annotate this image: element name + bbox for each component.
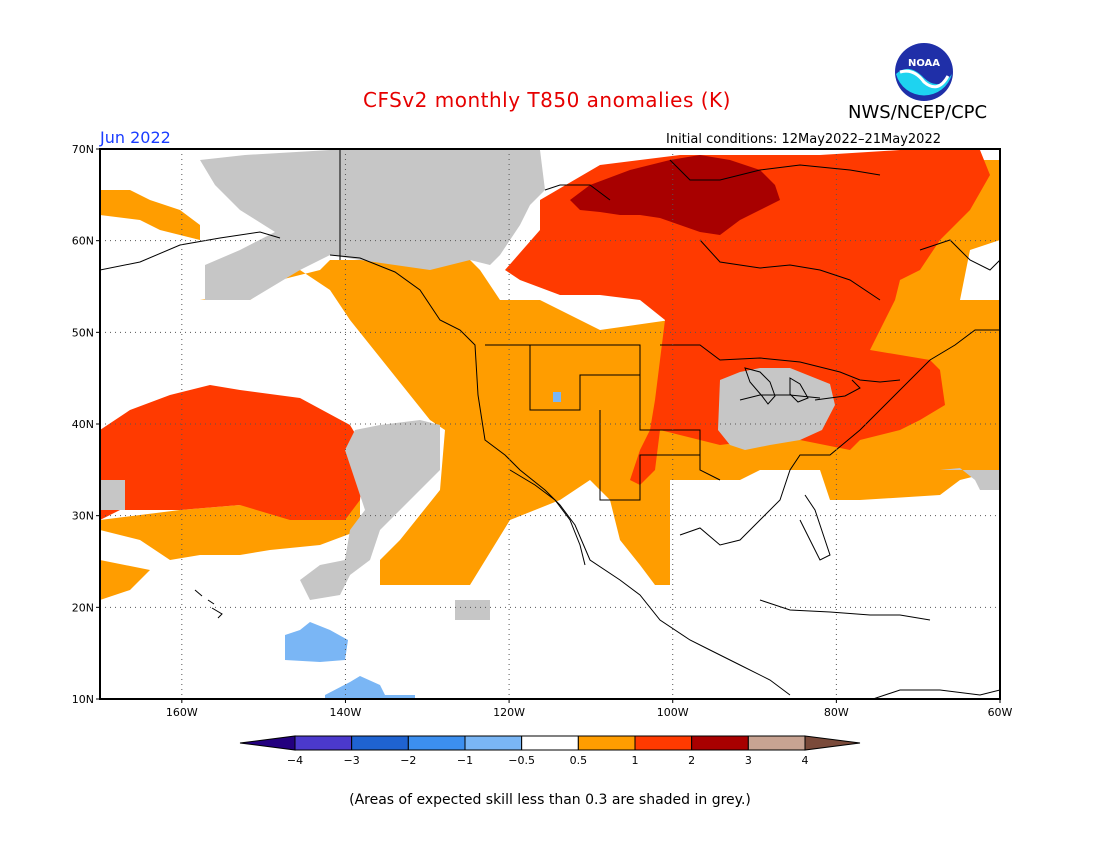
great-lakes	[744, 367, 861, 405]
lat-label: 50N	[72, 326, 94, 339]
lat-label: 30N	[72, 510, 94, 523]
coastlines-and-borders	[100, 150, 1000, 699]
skill-footnote: (Areas of expected skill less than 0.3 a…	[349, 792, 751, 808]
anomaly-2-to-3-region	[570, 155, 780, 235]
anomaly-1-to-2-regions	[100, 150, 990, 520]
anomaly-neg-0-5-to-neg-1-regions	[285, 392, 561, 699]
lat-label: 40N	[72, 418, 94, 431]
legend-label: −2	[400, 754, 416, 767]
map-title: CFSv2 monthly T850 anomalies (K)	[363, 88, 731, 112]
legend-label: −0.5	[508, 754, 535, 767]
legend-swatch	[407, 735, 466, 751]
legend-swatch	[521, 735, 579, 751]
lat-lon-grid	[100, 149, 1000, 699]
legend-label: 2	[688, 754, 695, 767]
longitude-labels: 160W 140W 120W 100W 80W 60W	[166, 699, 1013, 719]
lon-label: 160W	[166, 706, 198, 719]
agency-label: NWS/NCEP/CPC	[848, 102, 988, 123]
legend-swatch	[351, 735, 409, 751]
legend-swatch	[239, 735, 296, 751]
legend-label: −4	[287, 754, 303, 767]
low-skill-grey-regions	[100, 150, 1000, 620]
lon-label: 80W	[824, 706, 849, 719]
lon-label: 140W	[330, 706, 362, 719]
lat-label: 20N	[72, 601, 94, 614]
legend-label: 4	[802, 754, 809, 767]
forecast-month: Jun 2022	[100, 128, 171, 147]
lon-label: 100W	[657, 706, 689, 719]
noaa-logo-text: NOAA	[908, 58, 940, 69]
latitude-labels: 70N 60N 50N 40N 30N 20N 10N	[72, 143, 100, 706]
legend-swatch	[691, 735, 749, 751]
legend-label: −1	[457, 754, 473, 767]
lat-label: 60N	[72, 235, 94, 248]
lat-label: 10N	[72, 693, 94, 706]
legend-label: 0.5	[570, 754, 588, 767]
hawaii-islands	[194, 589, 223, 619]
noaa-logo: NOAA	[895, 43, 953, 101]
legend-label: −3	[344, 754, 360, 767]
legend-label: 3	[745, 754, 752, 767]
lon-label: 120W	[493, 706, 525, 719]
legend-swatch	[634, 735, 693, 751]
legend-swatch	[577, 735, 636, 751]
legend-swatch	[804, 735, 861, 751]
legend-swatch	[747, 735, 806, 751]
legend-swatch	[294, 735, 353, 751]
initial-conditions: Initial conditions: 12May2022–21May2022	[666, 132, 941, 147]
legend-swatch	[464, 735, 523, 751]
legend-label: 1	[632, 754, 639, 767]
lon-label: 60W	[988, 706, 1013, 719]
lat-label: 70N	[72, 143, 94, 156]
color-legend: −4 −3 −2 −1 −0.5 0.5 1 2 3 4	[239, 735, 861, 767]
